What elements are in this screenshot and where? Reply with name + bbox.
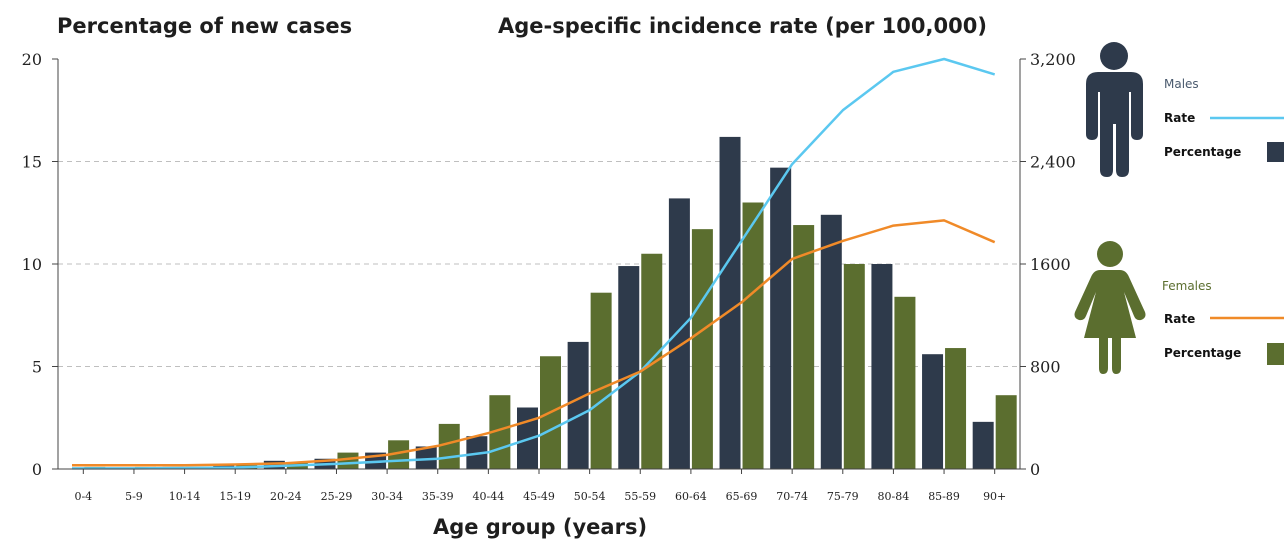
males-pct-bar — [263, 460, 285, 469]
x-tick-label: 70-74 — [776, 490, 808, 503]
legend-females-rate-label: Rate — [1164, 312, 1195, 326]
right-y-ticks: 0 800 1600 2,400 3,200 — [1030, 50, 1076, 479]
males-pct-bar — [668, 198, 690, 469]
legend-females-pct-swatch — [1267, 343, 1284, 365]
x-tick-label: 55-59 — [624, 490, 656, 503]
x-tick-label: 90+ — [983, 490, 1006, 503]
females-pct-bar — [945, 348, 967, 469]
females-pct-bar — [843, 264, 865, 469]
left-tick-label: 10 — [22, 255, 42, 274]
legend-males-pct-label: Percentage — [1164, 145, 1241, 159]
right-tick-label: 2,400 — [1030, 153, 1076, 172]
females-pct-bar — [995, 395, 1017, 469]
x-tick-label: 35-39 — [422, 490, 454, 503]
males-pct-bar — [567, 341, 589, 469]
x-tick-label: 30-34 — [371, 490, 403, 503]
males-pct-bar — [770, 167, 792, 469]
right-tick-label: 800 — [1030, 358, 1061, 377]
females-pct-bar — [742, 202, 764, 469]
x-axis-title: Age group (years) — [433, 515, 647, 539]
x-tick-label: 75-79 — [827, 490, 859, 503]
males-pct-bar — [415, 446, 437, 469]
males-pct-bar — [972, 421, 994, 469]
legend-females: Females Rate Percentage — [1074, 241, 1284, 374]
bars-layer — [84, 136, 1017, 469]
legend-males: Males Rate Percentage — [1086, 42, 1284, 177]
left-tick-label: 0 — [32, 460, 42, 479]
males-pct-bar — [871, 264, 893, 469]
females-pct-bar — [337, 452, 359, 469]
males-rate-line — [72, 57, 996, 470]
females-pct-bar — [641, 253, 663, 469]
x-tick-label: 80-84 — [878, 490, 910, 503]
lines-layer — [72, 57, 996, 470]
left-title: Percentage of new cases — [57, 14, 352, 38]
females-pct-bar — [793, 225, 815, 469]
right-tick-label: 3,200 — [1030, 50, 1076, 69]
males-pct-bar — [719, 136, 741, 469]
females-pct-bar — [590, 292, 612, 469]
x-tick-label: 50-54 — [574, 490, 606, 503]
left-tick-label: 5 — [32, 358, 42, 377]
legend-males-rate-label: Rate — [1164, 111, 1195, 125]
x-tick-labels: 0-4 5-9 10-14 15-19 20-24 25-29 30-34 35-39 40-4… — [74, 490, 1006, 503]
left-y-ticks: 0 5 10 15 20 — [22, 50, 42, 479]
x-tick-label: 60-64 — [675, 490, 707, 503]
females-pct-bar — [438, 423, 460, 469]
x-tick-label: 40-44 — [473, 490, 505, 503]
right-title: Age-specific incidence rate (per 100,000… — [498, 14, 987, 38]
legend-males-label: Males — [1164, 77, 1199, 91]
x-tick-label: 25-29 — [321, 490, 353, 503]
males-pct-bar — [922, 354, 944, 469]
x-tick-label: 0-4 — [74, 490, 92, 503]
males-pct-bar — [618, 266, 640, 469]
right-tick-label: 1600 — [1030, 255, 1071, 274]
x-tick-label: 85-89 — [928, 490, 960, 503]
legend-females-label: Females — [1162, 279, 1212, 293]
legend-females-pct-label: Percentage — [1164, 346, 1241, 360]
left-tick-label: 15 — [22, 153, 42, 172]
x-tick-label: 20-24 — [270, 490, 302, 503]
right-tick-label: 0 — [1030, 460, 1040, 479]
females-pct-bar — [691, 229, 713, 469]
female-person-icon — [1074, 241, 1146, 374]
male-person-icon — [1086, 42, 1143, 177]
males-pct-bar — [820, 214, 842, 469]
x-tick-label: 45-49 — [523, 490, 555, 503]
x-tick-label: 10-14 — [169, 490, 201, 503]
axes-layer — [52, 58, 1026, 474]
left-tick-label: 20 — [22, 50, 42, 69]
x-tick-label: 15-19 — [219, 490, 251, 503]
x-tick-label: 5-9 — [125, 490, 143, 503]
x-tick-label: 65-69 — [726, 490, 758, 503]
females-rate-line — [72, 219, 996, 467]
legend-males-pct-swatch — [1267, 142, 1284, 162]
females-pct-bar — [894, 296, 916, 469]
